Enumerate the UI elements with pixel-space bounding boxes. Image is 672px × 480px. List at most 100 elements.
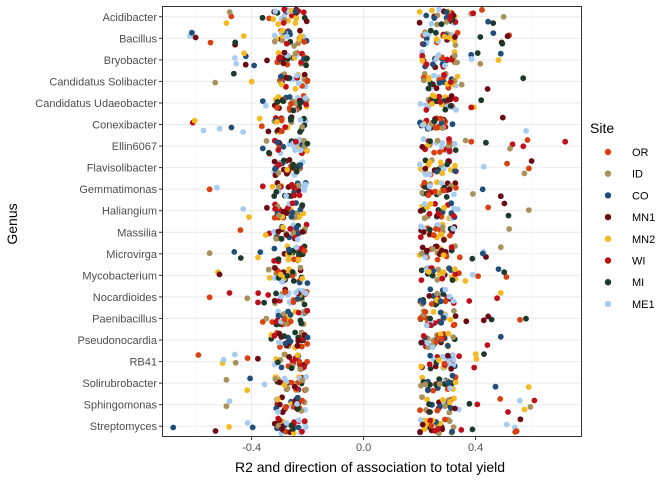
data-point [289,269,296,275]
data-point [269,183,276,190]
data-point [452,271,459,277]
data-point [428,422,435,429]
data-point [481,351,487,357]
data-point [438,21,445,28]
data-point [434,21,440,28]
data-point [417,208,424,214]
data-point [261,381,268,388]
data-point [425,124,432,131]
data-point [450,213,457,219]
data-point [290,229,297,236]
data-point [418,250,425,257]
data-point [257,249,264,256]
data-point [418,363,424,370]
data-point [524,137,531,143]
data-point [284,33,290,40]
data-point [274,139,281,146]
data-point [435,357,442,363]
data-point [421,426,428,432]
data-point [452,405,458,412]
data-point [494,295,500,302]
data-point [272,166,278,172]
data-point [304,307,311,314]
data-point [442,403,448,410]
data-point [297,129,303,135]
data-point [282,289,289,295]
data-point [274,396,281,403]
legend-label: MN1 [632,212,655,224]
data-point [472,351,479,358]
data-point [427,138,433,145]
data-point [278,73,284,80]
data-point [271,38,278,45]
data-point [434,256,441,263]
data-point [304,140,311,147]
data-point [291,192,298,199]
data-point [189,29,195,36]
data-point [434,290,440,297]
data-point [419,339,425,346]
data-point [273,290,279,297]
data-point [452,168,458,174]
data-point [272,8,279,15]
data-point [256,115,263,122]
data-point [419,394,425,400]
data-point [241,50,248,57]
data-point [479,6,485,13]
data-point [480,163,487,170]
data-point [429,246,436,252]
data-point [302,95,309,101]
panel-border [162,6,582,437]
data-point [420,333,427,339]
data-point [451,395,457,402]
data-point [303,18,310,25]
data-point [249,424,256,431]
data-point [422,165,429,172]
data-point [273,189,280,195]
data-point [441,204,447,211]
legend: Site OR ID CO MN1 MN2 WI MI ME1 [590,120,655,311]
legend-label: ID [632,169,643,181]
data-point [259,183,266,190]
data-point [447,15,453,22]
data-point [416,161,423,168]
data-point [428,301,435,307]
data-point [490,20,497,26]
data-point [265,128,272,135]
data-point [295,424,302,431]
data-point [246,214,253,221]
data-point [273,235,279,242]
data-point [212,79,219,86]
data-point [278,293,284,300]
data-point [293,225,300,231]
data-point [303,62,309,69]
data-point [423,322,430,329]
data-point [442,106,449,113]
data-point [206,186,213,193]
data-point [295,337,302,344]
data-point [426,210,433,217]
data-point [448,244,455,251]
data-point [291,383,298,390]
data-point [297,264,304,271]
data-point [429,92,436,99]
data-point [276,183,282,190]
data-point [226,9,233,16]
x-axis: -0.4 0.0 0.4 [242,437,483,454]
data-point [288,12,295,19]
legend-label: MI [632,277,644,289]
data-point [526,165,532,172]
data-point [417,101,424,107]
data-point [454,206,461,213]
data-point [200,127,207,134]
x-tick-label: 0.4 [468,442,483,454]
data-point [427,80,434,87]
data-point [279,394,285,401]
data-point [497,396,504,402]
data-point [495,266,502,272]
legend-key [604,213,612,221]
data-point [279,278,285,285]
data-point [427,409,433,415]
data-point [503,421,510,428]
data-point [274,99,281,105]
